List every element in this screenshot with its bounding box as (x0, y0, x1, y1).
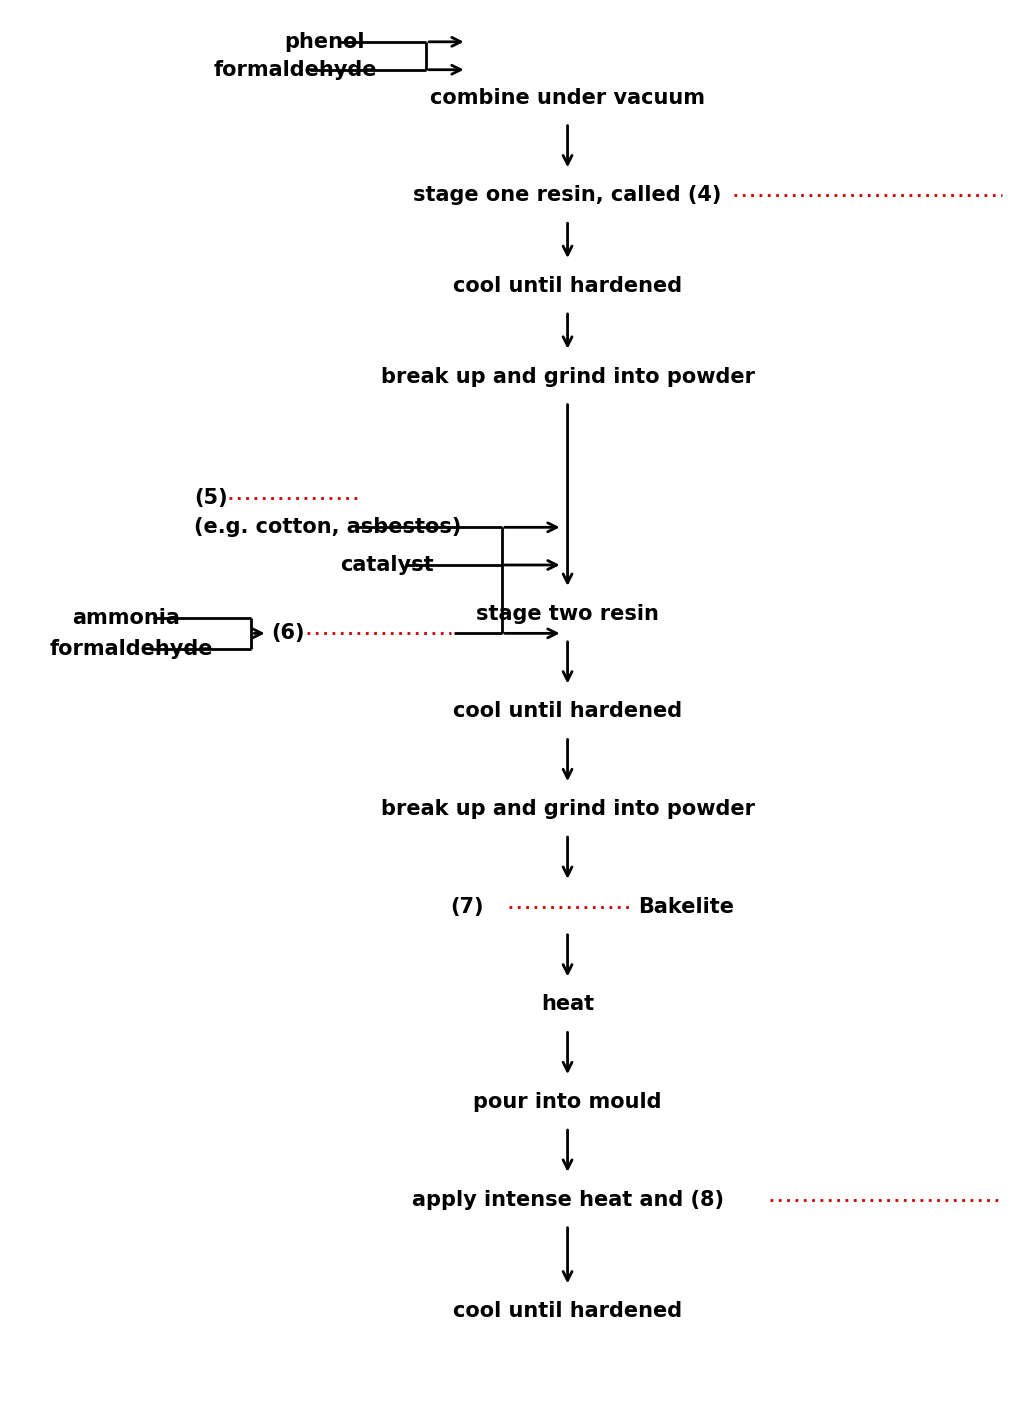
Text: formaldehyde: formaldehyde (49, 638, 213, 658)
Text: ammonia: ammonia (73, 609, 180, 628)
Text: Bakelite: Bakelite (638, 896, 734, 917)
Text: apply intense heat and (8): apply intense heat and (8) (412, 1189, 724, 1210)
Text: stage two resin: stage two resin (476, 604, 659, 624)
Text: cool until hardened: cool until hardened (453, 276, 682, 296)
Text: (e.g. cotton, asbestos): (e.g. cotton, asbestos) (194, 517, 461, 537)
Text: heat: heat (541, 995, 594, 1014)
Text: stage one resin, called (4): stage one resin, called (4) (414, 186, 722, 206)
Text: formaldehyde: formaldehyde (214, 59, 378, 80)
Text: (6): (6) (271, 623, 305, 644)
Text: pour into mould: pour into mould (473, 1092, 662, 1112)
Text: catalyst: catalyst (340, 555, 434, 575)
Text: break up and grind into powder: break up and grind into powder (381, 366, 755, 386)
Text: combine under vacuum: combine under vacuum (430, 87, 706, 107)
Text: break up and grind into powder: break up and grind into powder (381, 799, 755, 819)
Text: (7): (7) (450, 896, 483, 917)
Text: cool until hardened: cool until hardened (453, 1302, 682, 1322)
Text: (5): (5) (194, 488, 227, 509)
Text: cool until hardened: cool until hardened (453, 702, 682, 721)
Text: phenol: phenol (285, 32, 366, 52)
